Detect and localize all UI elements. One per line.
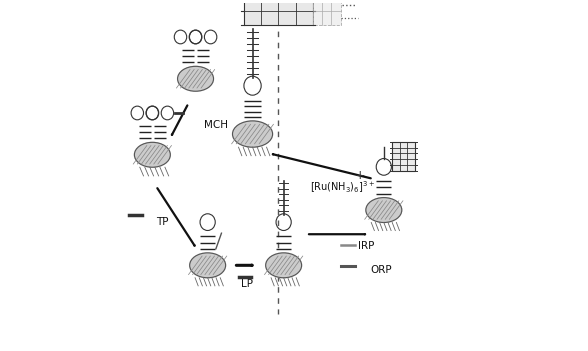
Text: ORP: ORP [370, 265, 392, 276]
Text: MCH: MCH [204, 120, 228, 131]
Ellipse shape [366, 198, 402, 223]
Ellipse shape [178, 66, 213, 91]
Bar [392, 142, 415, 171]
Bar [313, 0, 340, 25]
Text: $[\mathrm{Ru(NH_3)_6}]^{3+}$: $[\mathrm{Ru(NH_3)_6}]^{3+}$ [309, 180, 375, 196]
Ellipse shape [190, 253, 226, 278]
Bar [244, 0, 313, 25]
Text: IRP: IRP [358, 241, 375, 251]
Text: TP: TP [156, 217, 168, 227]
Ellipse shape [266, 253, 302, 278]
Ellipse shape [232, 121, 273, 147]
Text: LP: LP [241, 279, 253, 289]
Ellipse shape [135, 143, 171, 167]
Text: +: + [355, 169, 365, 182]
